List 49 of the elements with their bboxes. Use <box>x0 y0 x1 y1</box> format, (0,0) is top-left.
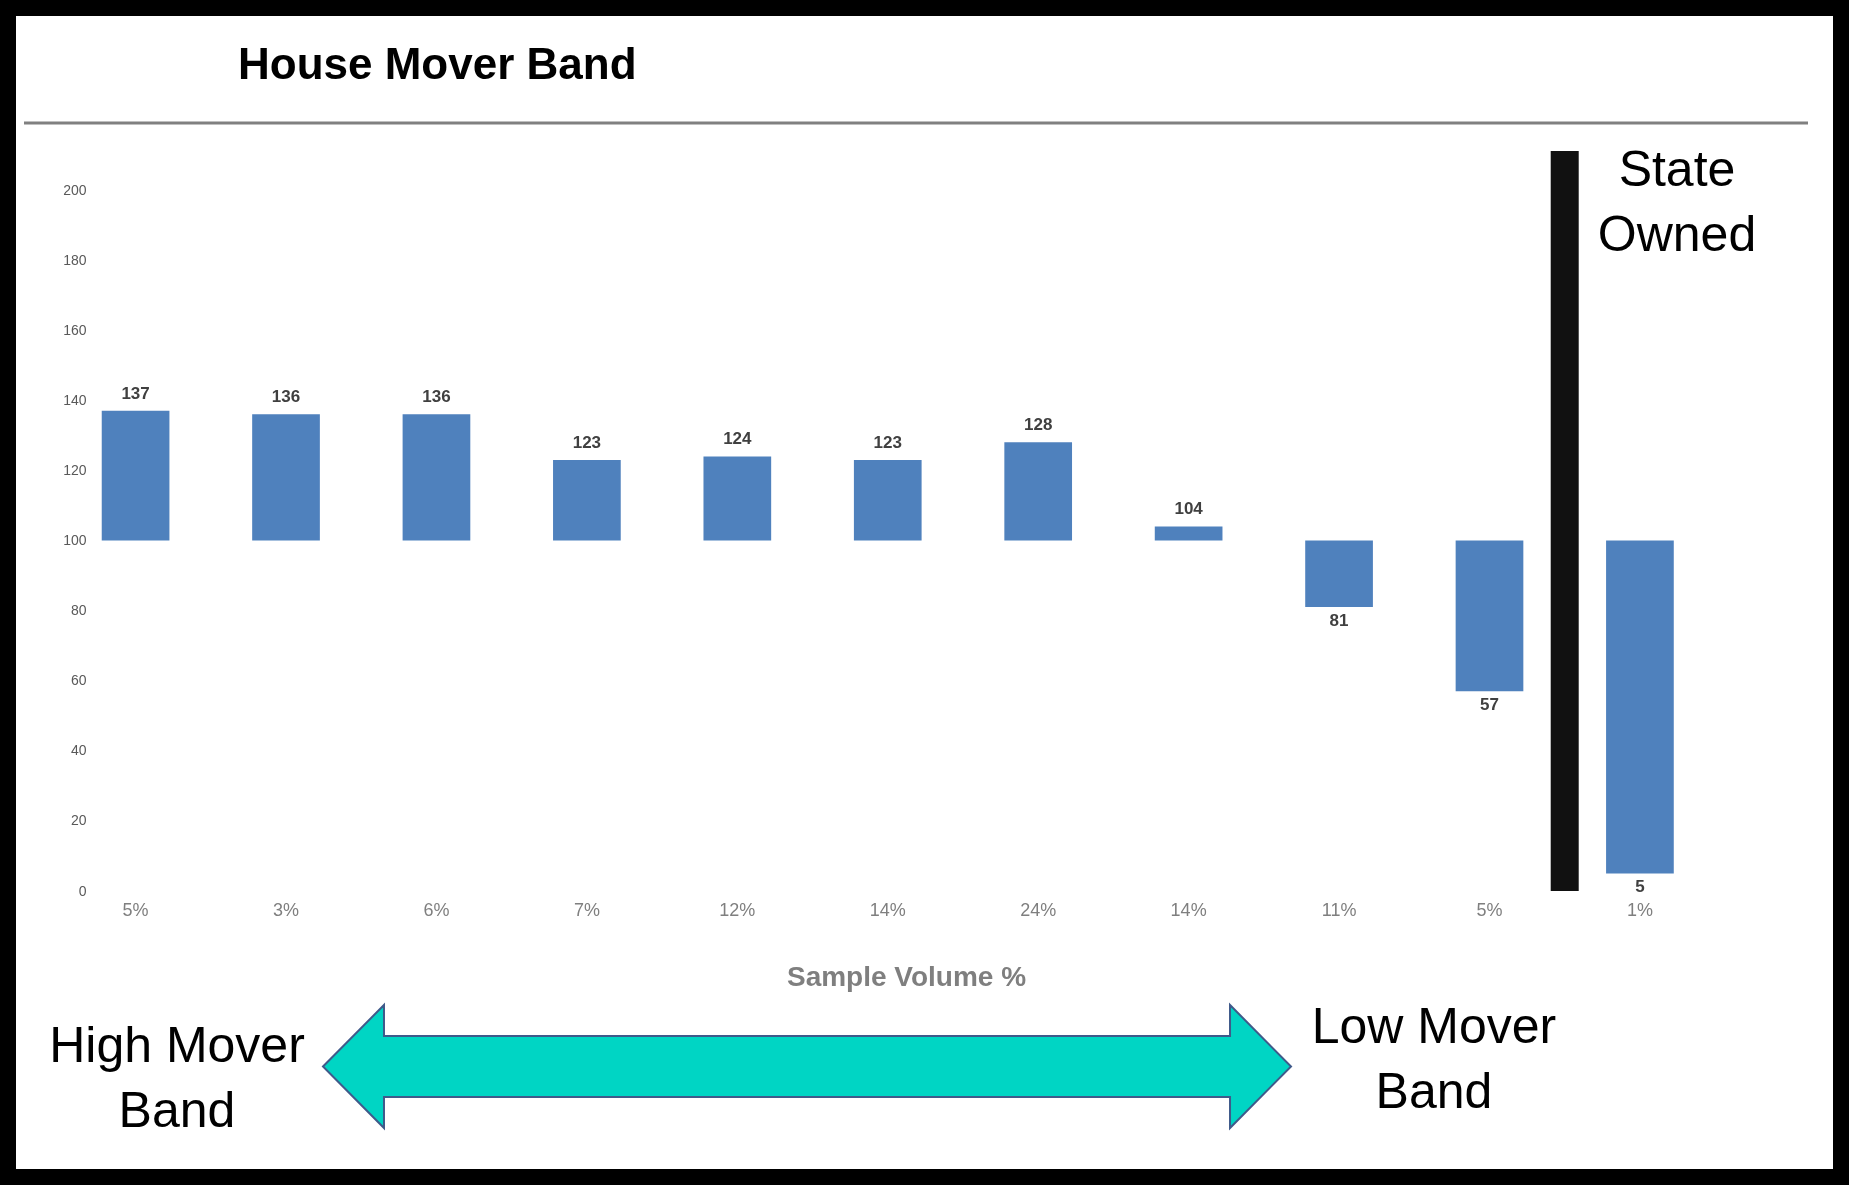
x-tick-label: 7% <box>573 899 600 920</box>
y-tick-label: 120 <box>63 461 87 478</box>
data-label: 123 <box>572 432 602 452</box>
data-label: 81 <box>1329 611 1349 631</box>
y-tick-label: 200 <box>63 181 87 198</box>
x-tick-label: 5% <box>1476 899 1503 920</box>
bar <box>553 459 621 541</box>
chart-title: House Mover Band <box>238 39 637 88</box>
y-tick-label: 80 <box>70 602 87 619</box>
x-tick-label: 14% <box>869 899 906 920</box>
bar <box>1004 442 1073 541</box>
y-tick-label: 0 <box>78 882 87 899</box>
bar <box>703 456 772 541</box>
data-label: 104 <box>1174 499 1204 519</box>
text: High Mover Band <box>49 1017 305 1138</box>
data-label: 136 <box>271 387 301 407</box>
y-tick-label: 60 <box>70 672 87 689</box>
text: Low Mover Band <box>1311 998 1557 1119</box>
x-tick-label: 1% <box>1626 899 1653 920</box>
x-axis-title: Sample Volume % <box>786 960 1027 992</box>
bar <box>1305 540 1373 608</box>
x-tick-label: 14% <box>1170 899 1207 920</box>
data-label: 128 <box>1024 415 1053 435</box>
annotation: State Owned <box>1597 141 1757 262</box>
data-label: 5 <box>1635 877 1645 897</box>
x-tick-label: 12% <box>719 899 756 920</box>
x-tick-label: 24% <box>1020 899 1057 920</box>
bar <box>853 459 922 541</box>
x-tick-label: 11% <box>1321 899 1357 920</box>
data-label: 137 <box>121 383 150 403</box>
y-tick-label: 140 <box>63 391 87 408</box>
y-tick-label: 40 <box>70 742 87 759</box>
y-tick-label: 160 <box>63 321 87 338</box>
data-label: 124 <box>723 429 753 449</box>
bar <box>1455 540 1524 692</box>
bar <box>402 414 471 541</box>
x-tick-label: 6% <box>423 899 450 920</box>
y-tick-label: 100 <box>63 532 87 548</box>
x-tick-label: 5% <box>122 899 149 920</box>
y-tick-label: 20 <box>70 812 87 829</box>
y-tick-label: 180 <box>63 251 87 268</box>
bar <box>101 410 170 541</box>
bar <box>1154 526 1223 541</box>
bar <box>1606 540 1674 874</box>
data-label: 136 <box>422 387 451 407</box>
x-tick-label: 3% <box>273 899 300 920</box>
data-label: 57 <box>1480 695 1499 715</box>
bar <box>252 414 320 541</box>
data-label: 123 <box>873 432 902 452</box>
